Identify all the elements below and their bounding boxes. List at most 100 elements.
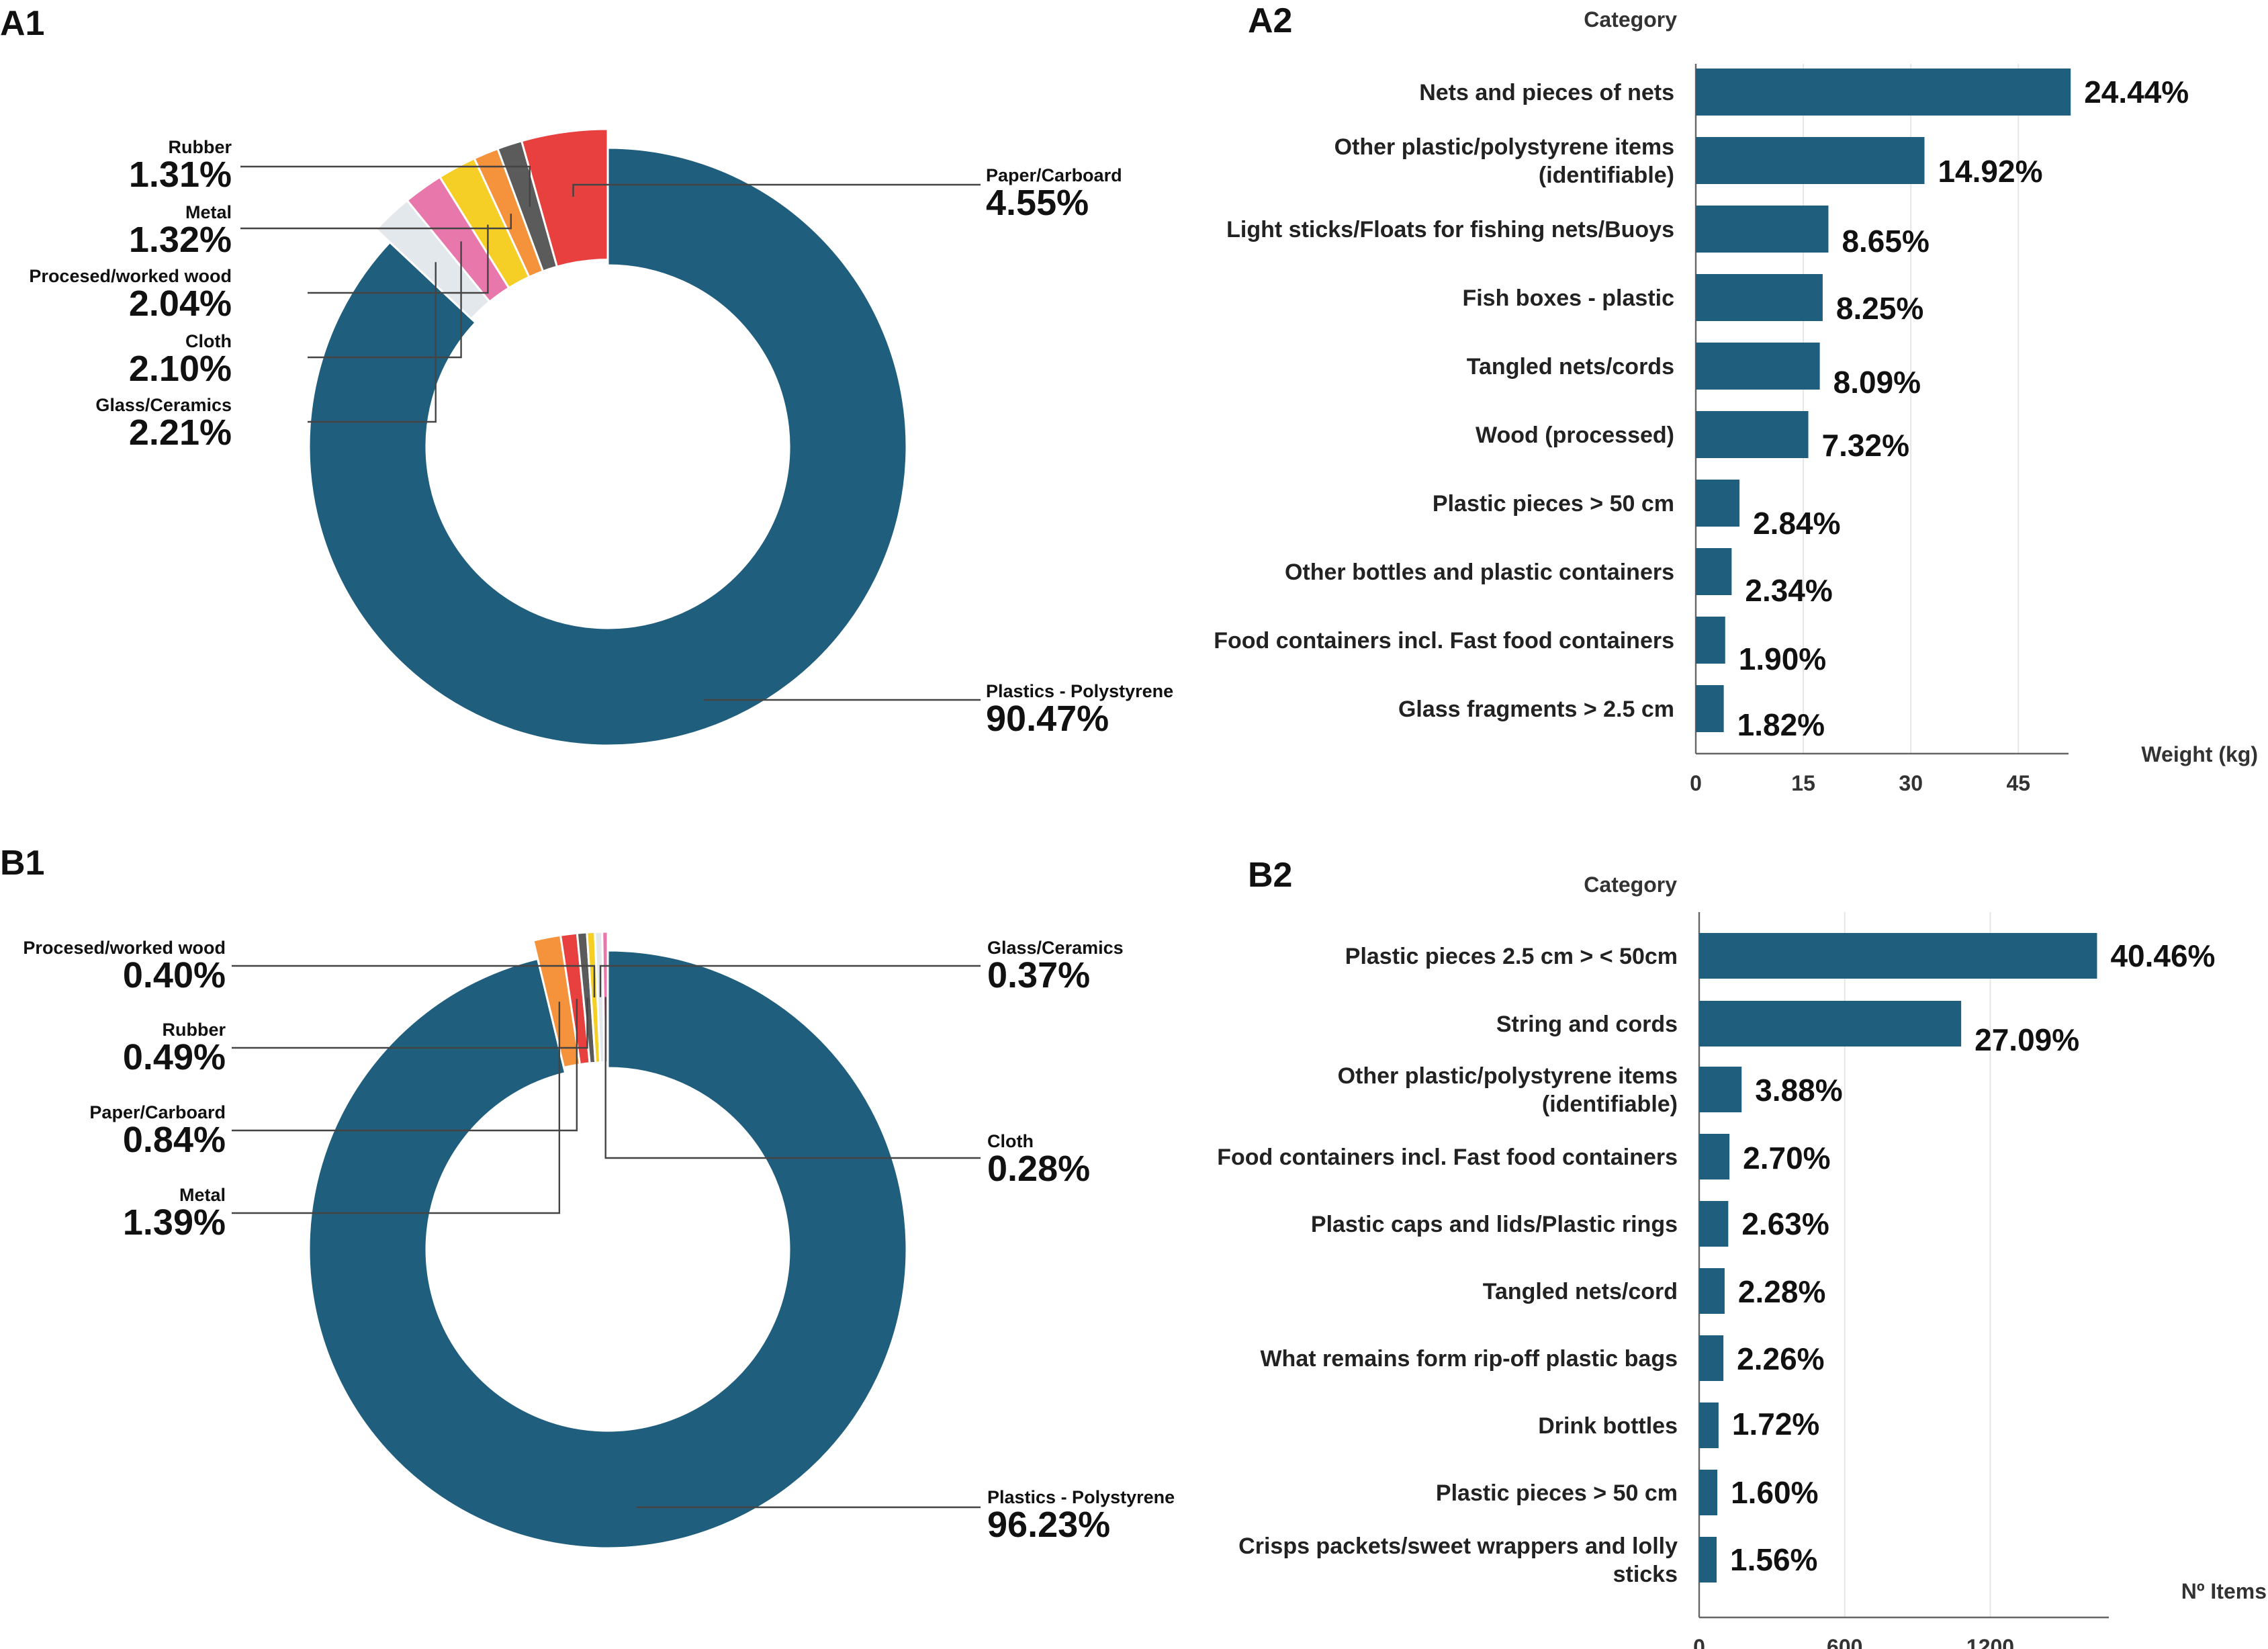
bar-food-containers-incl-fast-food-containers: [1696, 617, 1725, 664]
category-label: What remains form rip-off plastic bags: [1260, 1346, 1678, 1372]
category-label: Other plastic/polystyrene items: [1334, 134, 1674, 160]
slice-value-paper-carboard: 0.84%: [123, 1120, 226, 1160]
bar-value-label: 24.44%: [2084, 75, 2189, 109]
slice-value-rubber: 1.31%: [129, 154, 232, 195]
leader-line-paper-carboard: [572, 183, 981, 197]
slice-value-metal: 1.39%: [123, 1202, 226, 1243]
bar-string-and-cords: [1699, 1001, 1962, 1046]
slice-value-procesed-worked-wood: 2.04%: [129, 283, 232, 324]
bar-value-label: 8.65%: [1842, 224, 1929, 259]
slice-label-metal: Metal: [185, 202, 232, 222]
category-axis-title: Category: [1584, 7, 1677, 32]
slice-label-rubber: Rubber: [169, 137, 232, 157]
category-label: Other plastic/polystyrene items: [1338, 1063, 1678, 1089]
leader-line-metal: [240, 214, 512, 230]
bar-value-label: 27.09%: [1975, 1022, 2079, 1057]
slice-label-cloth: Cloth: [185, 331, 232, 351]
bar-value-label: 14.92%: [1938, 154, 2042, 189]
slice-label-metal: Metal: [179, 1185, 226, 1205]
slice-label-glass-ceramics: Glass/Ceramics: [95, 395, 232, 415]
bar-value-label: 40.46%: [2110, 938, 2215, 973]
category-label: Glass fragments > 2.5 cm: [1398, 697, 1674, 722]
bar-light-sticks-floats-for-fishing-nets-buoys: [1696, 206, 1829, 253]
bar-plastic-pieces-50-cm: [1696, 480, 1740, 527]
slice-value-glass-ceramics: 0.37%: [987, 955, 1090, 995]
bar-value-label: 2.63%: [1741, 1206, 1829, 1241]
slice-value-procesed-worked-wood: 0.40%: [123, 955, 226, 995]
slice-value-cloth: 2.10%: [129, 349, 232, 389]
bar-plastic-pieces-2-5-cm-50cm: [1699, 933, 2097, 979]
category-label: Fish boxes - plastic: [1462, 285, 1674, 311]
bar-tangled-nets-cord: [1699, 1268, 1725, 1314]
x-tick-label: 600: [1827, 1635, 1862, 1649]
slice-label-procesed-worked-wood: Procesed/worked wood: [29, 266, 232, 286]
bar-other-plastic-polystyrene-items: [1699, 1067, 1742, 1112]
leader-line-glass-ceramics: [599, 965, 981, 997]
bar-crisps-packets-sweet-wrappers-and-lolly: [1699, 1537, 1717, 1583]
slice-value-rubber: 0.49%: [123, 1037, 226, 1077]
bar-other-bottles-and-plastic-containers: [1696, 548, 1732, 595]
slice-value-plastics-polystyrene: 96.23%: [987, 1505, 1110, 1545]
x-tick-label: 45: [2006, 771, 2030, 795]
bar-food-containers-incl-fast-food-containers: [1699, 1134, 1730, 1179]
bar-other-plastic-polystyrene-items: [1696, 137, 1925, 184]
bar-value-label: 1.56%: [1730, 1542, 1817, 1577]
leader-line-procesed-worked-wood: [232, 965, 596, 997]
bar-value-label: 2.70%: [1743, 1141, 1830, 1175]
slice-label-paper-carboard: Paper/Carboard: [89, 1102, 226, 1122]
x-tick-label: 30: [1899, 771, 1923, 795]
slice-label-paper-carboard: Paper/Carboard: [986, 165, 1122, 185]
bar-fish-boxes-plastic: [1696, 274, 1823, 321]
leader-line-procesed-worked-wood: [308, 224, 489, 294]
slice-label-cloth: Cloth: [987, 1131, 1034, 1151]
category-label: (identifiable): [1539, 163, 1674, 188]
category-label: Wood (processed): [1476, 422, 1674, 448]
slice-value-paper-carboard: 4.55%: [986, 183, 1089, 223]
leader-line-paper-carboard: [232, 999, 578, 1132]
slice-value-cloth: 0.28%: [987, 1149, 1090, 1189]
bar-value-label: 1.72%: [1732, 1407, 1819, 1441]
bar-value-label: 8.25%: [1836, 291, 1923, 326]
bar-nets-and-pieces-of-nets: [1696, 69, 2071, 116]
donut-slice-paper-carboard: [520, 128, 609, 268]
bar-chart-a2: Category Weight (kg) 0 15 30 45 Nets and piece…: [1214, 7, 2258, 795]
bar-value-label: 2.26%: [1737, 1341, 1824, 1376]
slice-value-plastics-polystyrene: 90.47%: [986, 699, 1109, 739]
category-label: Tangled nets/cords: [1467, 354, 1674, 380]
bar-drink-bottles: [1699, 1402, 1719, 1448]
category-label: Plastic caps and lids/Plastic rings: [1311, 1212, 1678, 1237]
bar-glass-fragments-2-5-cm: [1696, 685, 1724, 732]
bar-value-label: 1.60%: [1731, 1475, 1818, 1510]
category-label: Tangled nets/cord: [1483, 1279, 1678, 1304]
leader-line-rubber: [232, 997, 588, 1049]
bar-what-remains-form-rip-off-plastic-bags: [1699, 1335, 1724, 1381]
x-axis-title: Weight (kg): [2141, 742, 2258, 766]
donut-slice-plastics-polystyrene: [308, 949, 908, 1550]
x-axis-title: Nº Items: [2181, 1579, 2267, 1603]
slice-label-plastics-polystyrene: Plastics - Polystyrene: [987, 1487, 1175, 1507]
slice-value-metal: 1.32%: [129, 220, 232, 260]
bar-value-label: 2.84%: [1753, 506, 1840, 541]
bar-chart-b2: Category Nº Items 0 600 1200 Plastic pieces 2…: [1217, 873, 2267, 1649]
slice-label-procesed-worked-wood: Procesed/worked wood: [23, 938, 226, 958]
bar-value-label: 1.82%: [1737, 707, 1825, 742]
category-label: Plastic pieces 2.5 cm > < 50cm: [1345, 944, 1678, 969]
x-tick-label: 0: [1690, 771, 1702, 795]
x-tick-label: 1200: [1966, 1635, 2014, 1649]
leader-line-cloth: [604, 997, 981, 1159]
leader-line-metal: [232, 1001, 561, 1214]
slice-label-glass-ceramics: Glass/Ceramics: [987, 938, 1124, 958]
panel-b1-letter: B1: [0, 844, 44, 883]
category-axis-title: Category: [1584, 873, 1677, 897]
bar-value-label: 2.28%: [1738, 1274, 1825, 1309]
category-label: Plastic pieces > 50 cm: [1436, 1480, 1678, 1506]
panel-a2-letter: A2: [1248, 1, 1292, 40]
category-label: Crisps packets/sweet wrappers and lolly: [1238, 1533, 1678, 1559]
category-label: (identifiable): [1542, 1091, 1678, 1117]
bar-wood-processed: [1696, 411, 1809, 458]
bar-value-label: 2.34%: [1745, 573, 1832, 608]
category-label: Other bottles and plastic containers: [1285, 560, 1674, 585]
